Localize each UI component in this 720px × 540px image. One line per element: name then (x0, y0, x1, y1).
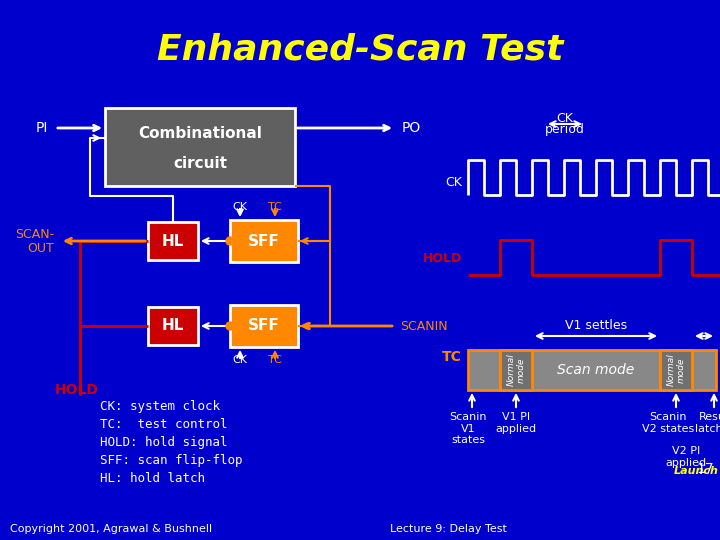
Text: PO: PO (402, 121, 421, 135)
Bar (148, 222, 198, 260)
Text: Normal
mode: Normal mode (666, 354, 685, 387)
Text: HL: HL (162, 319, 184, 334)
Text: V1 PI
applied: V1 PI applied (495, 412, 536, 434)
Text: HOLD: HOLD (423, 252, 462, 265)
Text: TC:  test control: TC: test control (100, 418, 228, 431)
Text: CK: CK (445, 177, 462, 190)
Text: CK: CK (557, 111, 573, 125)
Text: Scanin
V1
states: Scanin V1 states (449, 412, 487, 445)
Text: V2 PI
applied: V2 PI applied (665, 446, 706, 468)
Bar (468, 350, 716, 390)
Bar (500, 350, 532, 390)
Text: Lecture 9: Delay Test: Lecture 9: Delay Test (390, 524, 507, 534)
Text: Scan mode: Scan mode (557, 363, 634, 377)
Text: Result
latched: Result latched (696, 412, 720, 434)
Text: SFF: SFF (248, 319, 280, 334)
Text: TC: TC (442, 350, 462, 364)
Text: TC: TC (268, 355, 282, 365)
Text: CK: CK (233, 355, 248, 365)
Text: OUT: OUT (27, 242, 54, 255)
Bar (105, 108, 295, 186)
Text: HL: HL (162, 233, 184, 248)
Text: SFF: scan flip-flop: SFF: scan flip-flop (100, 454, 243, 467)
Text: PI: PI (35, 121, 48, 135)
Text: Scanout
result: Scanout result (719, 306, 720, 328)
Text: HL: hold latch: HL: hold latch (100, 472, 205, 485)
Text: SFF: SFF (248, 233, 280, 248)
Text: circuit: circuit (173, 156, 227, 171)
Text: Scanin
V2 states: Scanin V2 states (642, 412, 694, 434)
Text: SCAN-: SCAN- (15, 228, 54, 241)
Text: HOLD: HOLD (55, 383, 99, 397)
Circle shape (226, 237, 234, 245)
Text: Normal
mode: Normal mode (506, 354, 526, 387)
Bar (660, 350, 692, 390)
Bar (148, 307, 198, 345)
Text: period: period (545, 124, 585, 137)
Text: CK: system clock: CK: system clock (100, 400, 220, 413)
Text: Combinational: Combinational (138, 125, 262, 140)
Text: CK: CK (233, 202, 248, 212)
Text: TC: TC (268, 202, 282, 212)
Text: Copyright 2001, Agrawal & Bushnell: Copyright 2001, Agrawal & Bushnell (10, 524, 212, 534)
Text: V1 settles: V1 settles (565, 319, 627, 332)
Bar (230, 305, 298, 347)
Text: 17: 17 (696, 462, 714, 476)
Text: HOLD: hold signal: HOLD: hold signal (100, 436, 228, 449)
Text: Launch: Launch (674, 466, 719, 476)
Bar (230, 220, 298, 262)
Text: Enhanced-Scan Test: Enhanced-Scan Test (157, 33, 563, 67)
Circle shape (226, 322, 234, 330)
Text: SCANIN: SCANIN (400, 320, 448, 333)
